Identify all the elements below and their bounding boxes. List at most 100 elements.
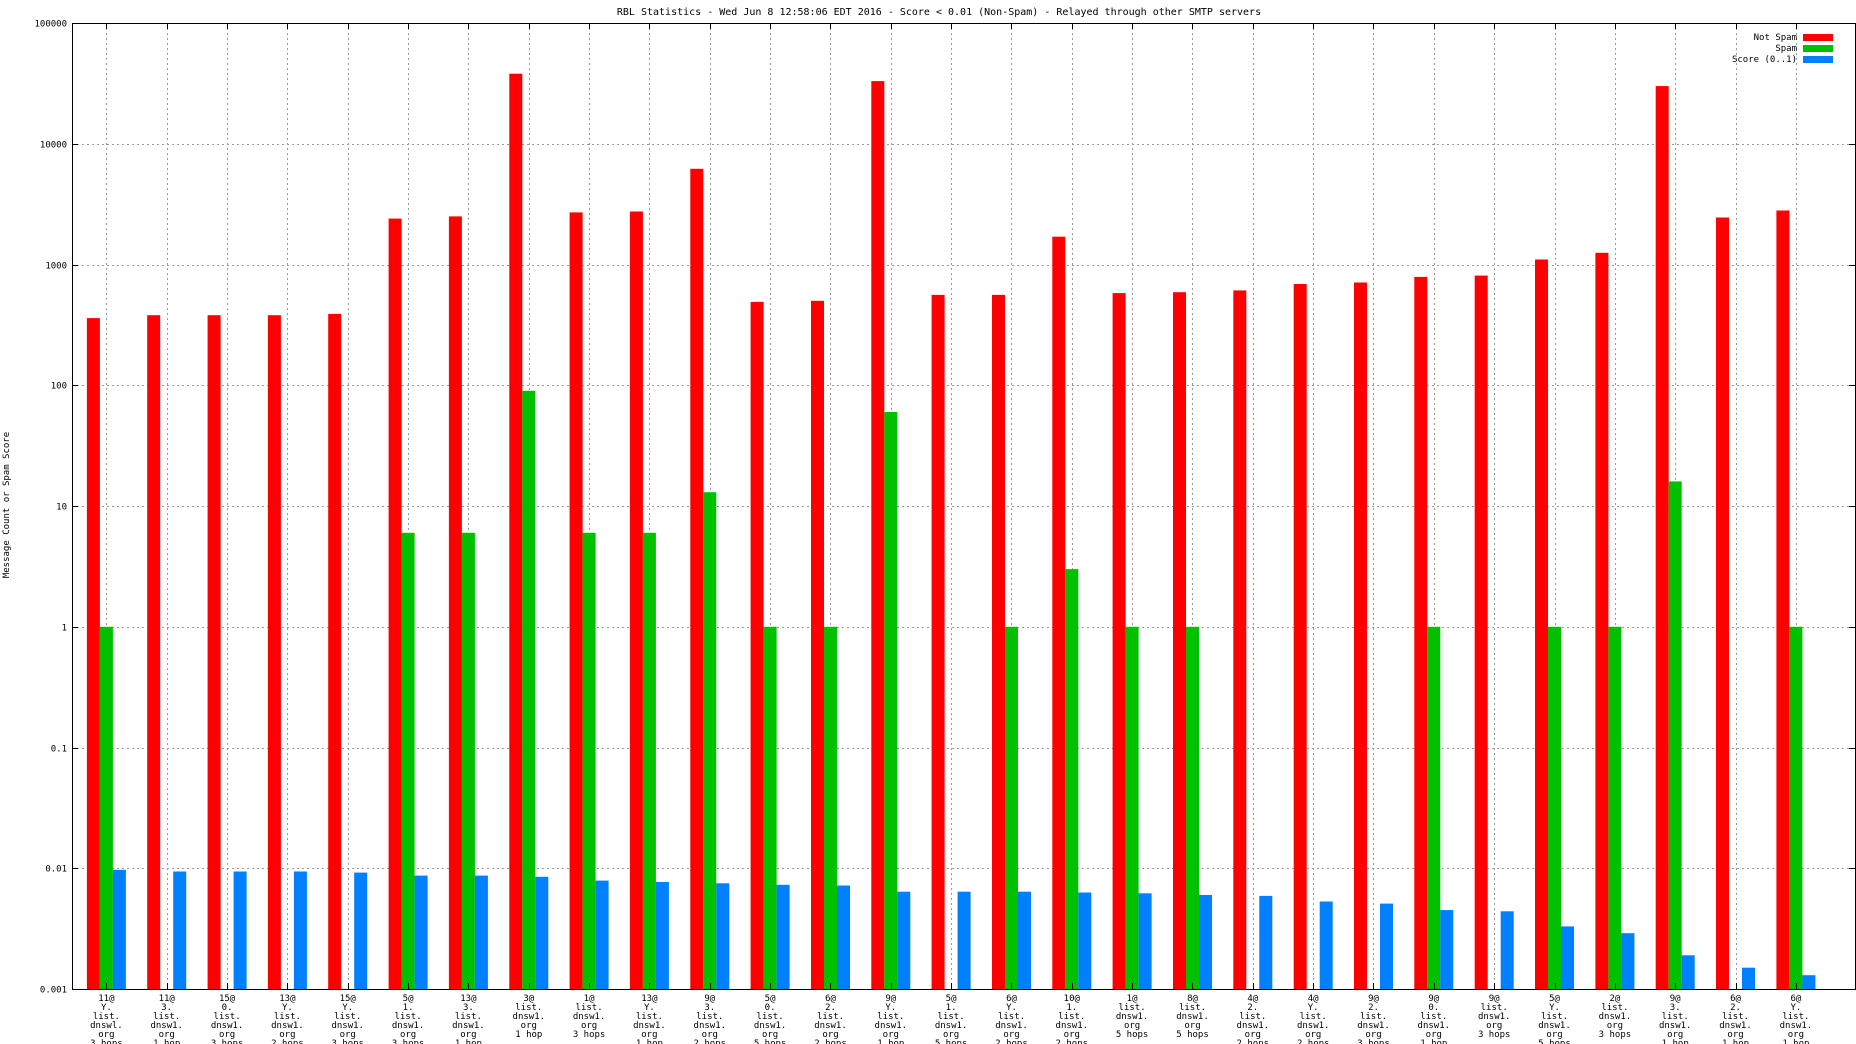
bar-spam <box>1608 626 1622 990</box>
x-tick-label: 6@ Y. list. dnsw1. org 1 hop <box>1780 994 1813 1044</box>
bar-spam <box>522 390 536 989</box>
legend-label: Not Spam <box>1754 33 1797 43</box>
bar-score-0-1 <box>1500 911 1514 989</box>
bar-spam <box>1065 569 1079 989</box>
bar-score-0-1 <box>1742 967 1755 989</box>
y-tick-label: 0.01 <box>45 865 67 875</box>
legend-label: Score (0..1) <box>1732 55 1797 65</box>
bar-score-0-1 <box>1440 910 1454 989</box>
bar-not-spam <box>629 211 643 989</box>
bar-not-spam <box>1414 276 1428 989</box>
bar-score-0-1 <box>897 891 911 989</box>
x-tick-label: 5@ 1. list. dnsw1. org 5 hops <box>935 994 968 1044</box>
bar-not-spam <box>931 294 945 989</box>
x-tick-label: 10@ 1. list. dnsw1. org 2 hops <box>1056 994 1089 1044</box>
bar-not-spam <box>690 168 704 990</box>
bar-score-0-1 <box>1138 893 1152 989</box>
legend-swatch <box>1803 45 1833 52</box>
bar-spam <box>763 626 777 990</box>
bar-score-0-1 <box>173 871 187 989</box>
y-tick-label: 1 <box>62 624 67 634</box>
y-tick-label: 0.1 <box>51 745 67 755</box>
bar-score-0-1 <box>1319 901 1333 989</box>
bar-score-0-1 <box>716 883 730 989</box>
x-tick-label: 6@ 2. list. dnsw1. org 1 hop <box>1719 994 1752 1044</box>
bar-spam <box>401 532 415 989</box>
x-tick-label: 2@ list. dnsw1. org 3 hops <box>1599 994 1632 1040</box>
y-tick-label: 1000 <box>45 262 67 272</box>
bar-score-0-1 <box>474 875 488 989</box>
bar-not-spam <box>1535 259 1548 989</box>
bar-spam <box>1668 481 1682 989</box>
y-axis: 100000 10000 1000 100 10 1 0.1 0.01 0.001 <box>34 20 1855 996</box>
bar-score-0-1 <box>1199 895 1212 989</box>
bar-score-0-1 <box>354 872 368 989</box>
bar-score-0-1 <box>776 884 790 989</box>
bar-score-0-1 <box>414 875 428 989</box>
x-tick-label: 5@ Y. list. dnsw1. org 5 hops <box>1538 994 1571 1044</box>
bar-score-0-1 <box>1681 955 1695 989</box>
x-tick-label: 9@ 3. list. dnsw1. org 1 hop <box>1659 994 1692 1044</box>
bar-not-spam <box>1716 217 1729 989</box>
bar-not-spam <box>328 313 342 989</box>
bar-score-0-1 <box>655 882 669 989</box>
bar-score-0-1 <box>1621 933 1635 989</box>
x-tick-label: 4@ 2. list. dnsw1. org 2 hops <box>1237 994 1270 1044</box>
legend-swatch <box>1803 34 1833 41</box>
bar-score-0-1 <box>535 876 549 989</box>
bar-not-spam <box>448 216 462 989</box>
x-tick-label: 15@ Y. list. dnsw1. org 3 hops <box>331 994 364 1044</box>
bar-spam <box>1548 626 1561 990</box>
bar-not-spam <box>388 218 402 990</box>
bar-score-0-1 <box>837 885 850 989</box>
bar-not-spam <box>147 315 161 989</box>
bar-score-0-1 <box>957 891 971 989</box>
x-tick-label: 9@ 2. list. dnsw1. org 3 hops <box>1357 994 1390 1044</box>
x-tick-label: 13@ 3. list. dnsw1. org 1 hop <box>452 994 485 1044</box>
bar-spam <box>582 532 596 989</box>
y-tick-label: 100 <box>51 382 67 392</box>
bars <box>86 73 1816 990</box>
legend-swatch <box>1803 56 1833 63</box>
bar-spam <box>1789 626 1803 990</box>
bar-not-spam <box>1655 86 1669 990</box>
bar-spam <box>642 532 656 989</box>
bar-not-spam <box>1293 284 1307 989</box>
bar-not-spam <box>1173 292 1186 989</box>
bar-not-spam <box>1595 252 1609 990</box>
bar-not-spam <box>871 81 885 990</box>
x-tick-label: 1@ list. dnsw1. org 3 hops <box>573 994 606 1040</box>
bar-not-spam <box>1052 236 1066 989</box>
bar-not-spam <box>569 212 583 989</box>
x-tick-label: 9@ 3. list. dnsw1. org 2 hops <box>694 994 727 1044</box>
bar-spam <box>824 626 837 990</box>
x-tick-label: 3@ list. dnsw1. org 1 hop <box>513 994 546 1040</box>
bar-not-spam <box>1474 275 1488 990</box>
bar-not-spam <box>509 73 523 989</box>
bar-spam <box>1005 626 1018 990</box>
bar-spam <box>1427 626 1441 990</box>
bar-score-0-1 <box>595 880 609 989</box>
y-axis-label: Message Count or Spam Score <box>2 432 12 578</box>
bar-spam <box>1125 626 1139 990</box>
x-tick-label: 5@ 0. list. dnsw1. org 5 hops <box>754 994 787 1044</box>
x-tick-label: 6@ 2. list. dnsw1. org 2 hops <box>814 994 847 1044</box>
x-tick-label: 1@ list. dnsw1. org 5 hops <box>1116 994 1149 1040</box>
bar-spam <box>1186 626 1199 990</box>
legend-label: Spam <box>1775 44 1797 54</box>
bar-not-spam <box>86 318 100 990</box>
x-tick-label: 11@ Y. list. dnswl. org 3 hops <box>90 994 123 1044</box>
bar-not-spam <box>1233 290 1247 989</box>
bar-score-0-1 <box>1078 892 1092 989</box>
bar-spam <box>461 532 475 989</box>
bar-not-spam <box>1776 210 1790 989</box>
bar-not-spam <box>750 301 764 989</box>
bar-score-0-1 <box>293 871 307 989</box>
x-axis: 11@ Y. list. dnswl. org 3 hops 11@ 3. list. dnsw1… <box>90 23 1812 1044</box>
y-tick-label: 0.001 <box>40 986 67 996</box>
x-tick-label: 8@ list. dnsw1. org 5 hops <box>1176 994 1209 1040</box>
x-tick-label: 9@ 0. list. dnsw1. org 1 hop <box>1418 994 1451 1044</box>
bar-score-0-1 <box>1561 926 1574 989</box>
